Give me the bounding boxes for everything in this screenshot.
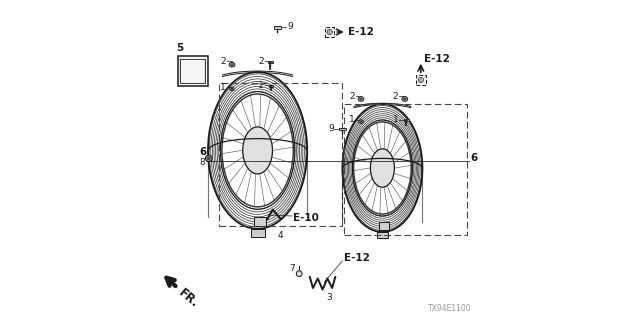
Circle shape — [296, 271, 302, 276]
Ellipse shape — [402, 97, 408, 101]
Text: 2: 2 — [349, 92, 355, 100]
Ellipse shape — [229, 62, 235, 67]
Circle shape — [205, 155, 212, 162]
Circle shape — [418, 77, 424, 83]
Bar — [269, 85, 273, 87]
Text: 5: 5 — [176, 43, 183, 53]
Text: 1: 1 — [393, 115, 398, 124]
Text: TX94E1100: TX94E1100 — [428, 304, 472, 313]
Ellipse shape — [404, 98, 406, 100]
Text: 7: 7 — [290, 264, 296, 273]
Text: E-12: E-12 — [348, 27, 374, 37]
Ellipse shape — [360, 98, 362, 100]
Ellipse shape — [231, 88, 233, 90]
Bar — [178, 56, 208, 86]
Text: 6: 6 — [470, 153, 477, 164]
Bar — [251, 229, 264, 237]
Bar — [268, 61, 273, 63]
Bar — [325, 27, 335, 37]
Text: 1: 1 — [220, 83, 226, 92]
Text: 4: 4 — [277, 231, 283, 240]
Text: 2: 2 — [220, 57, 226, 66]
Ellipse shape — [360, 121, 362, 122]
Bar — [219, 83, 342, 226]
Bar — [274, 26, 281, 29]
Bar — [380, 222, 389, 230]
Bar — [377, 232, 388, 238]
Bar — [339, 128, 346, 130]
Text: 3: 3 — [327, 293, 332, 302]
Text: FR.: FR. — [176, 286, 201, 310]
Text: E-10: E-10 — [292, 212, 319, 223]
Text: E-12: E-12 — [424, 54, 450, 64]
Ellipse shape — [358, 97, 364, 101]
Ellipse shape — [359, 120, 364, 124]
Circle shape — [327, 29, 332, 35]
Text: E-12: E-12 — [344, 252, 370, 263]
Bar — [254, 217, 266, 227]
Bar — [416, 75, 426, 85]
Text: 2: 2 — [258, 57, 264, 66]
Bar — [344, 104, 467, 235]
Bar — [404, 119, 408, 121]
Ellipse shape — [230, 87, 234, 91]
Text: 9: 9 — [328, 124, 334, 133]
Text: 1: 1 — [258, 81, 264, 90]
Text: 6: 6 — [199, 147, 206, 157]
Ellipse shape — [243, 127, 273, 174]
Circle shape — [207, 157, 210, 160]
Text: 9: 9 — [287, 22, 293, 31]
Text: 1: 1 — [349, 115, 355, 124]
Text: 2: 2 — [393, 92, 398, 100]
Ellipse shape — [231, 64, 233, 66]
Bar — [180, 59, 205, 83]
Text: 8: 8 — [199, 158, 205, 167]
Ellipse shape — [371, 149, 394, 187]
